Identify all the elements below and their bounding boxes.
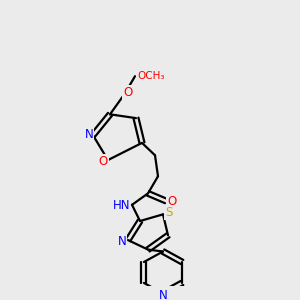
Text: O: O — [167, 196, 177, 208]
Text: N: N — [118, 235, 126, 248]
Text: S: S — [165, 206, 173, 219]
Text: HN: HN — [112, 199, 130, 212]
Text: N: N — [85, 128, 93, 141]
Text: N: N — [159, 289, 167, 300]
Text: O: O — [98, 154, 108, 167]
Text: OCH₃: OCH₃ — [137, 71, 164, 81]
Text: O: O — [123, 86, 133, 99]
